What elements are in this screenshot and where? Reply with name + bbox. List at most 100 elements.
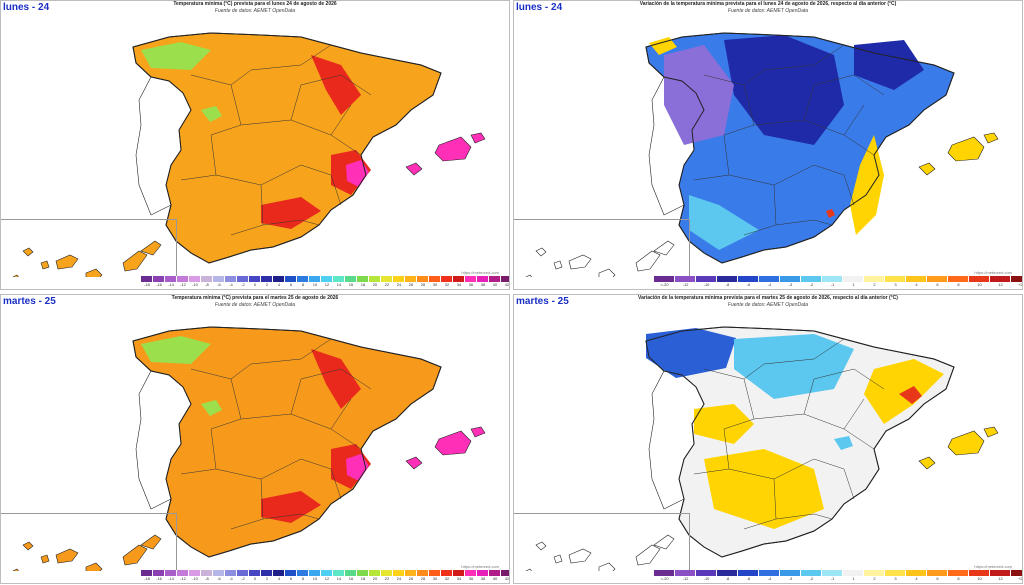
legend-tick: 26 <box>408 282 414 287</box>
legend-swatch <box>345 570 357 576</box>
legend-swatch <box>417 276 429 282</box>
legend-swatch <box>906 276 927 282</box>
legend-tick: -16 <box>156 576 162 581</box>
credit-text: https://meteored.com <box>461 270 499 275</box>
island-baleares <box>983 426 999 438</box>
legend-swatch <box>501 276 509 282</box>
legend-swatch <box>864 276 885 282</box>
legend-tick: -2 <box>809 282 814 287</box>
legend-swatch <box>249 570 261 576</box>
province-boundary <box>262 513 320 520</box>
island-canarias <box>55 548 79 564</box>
province-boundary <box>262 219 320 226</box>
legend-tick: 34 <box>456 576 462 581</box>
legend-swatch <box>393 276 405 282</box>
island-canarias <box>535 247 547 257</box>
temperature-area <box>899 386 922 404</box>
temperature-area <box>346 454 369 481</box>
legend-swatch <box>309 276 321 282</box>
island-canarias <box>22 247 34 257</box>
temperature-area <box>201 106 222 122</box>
island-canarias <box>535 541 547 551</box>
island-baleares <box>434 430 472 456</box>
legend-tick: 32 <box>444 282 450 287</box>
temperature-area <box>261 491 321 523</box>
legend-tick: 8 <box>301 576 305 581</box>
legend-swatch <box>675 276 696 282</box>
legend-tick: -18 <box>144 282 150 287</box>
canary-inset-frame <box>514 513 690 574</box>
legend-tick: -12 <box>180 282 186 287</box>
panel-variation-tuesday: martes - 25 Variación de la temperatura m… <box>513 294 1023 584</box>
legend-tick: -4 <box>229 576 233 581</box>
legend-tick: 3 <box>894 576 897 581</box>
legend-swatch <box>177 570 189 576</box>
legend-tick: 22 <box>384 576 390 581</box>
legend-swatch <box>429 276 441 282</box>
legend-tick: -8 <box>725 282 730 287</box>
legend-swatch <box>201 276 213 282</box>
legend-tick: 0 <box>253 282 257 287</box>
legend-swatch <box>309 570 321 576</box>
legend-tick: +20 <box>1018 576 1023 581</box>
legend-swatch <box>333 570 345 576</box>
legend-tick: -1 <box>830 282 835 287</box>
legend-swatch <box>393 570 405 576</box>
legend-swatch <box>153 276 165 282</box>
legend-tick: -8 <box>205 282 209 287</box>
legend-swatch <box>969 570 990 576</box>
legend-swatch <box>285 276 297 282</box>
legend-tick: 14 <box>336 576 342 581</box>
island-canarias <box>140 240 162 256</box>
legend-tick: -3 <box>788 282 793 287</box>
temperature-area <box>826 209 835 218</box>
legend-swatch <box>489 276 501 282</box>
credit-text: https://meteored.com <box>461 564 499 569</box>
legend-swatch <box>906 570 927 576</box>
legend-tick: -12 <box>682 282 689 287</box>
legend-tick: 8 <box>957 282 960 287</box>
legend-tick: 18 <box>360 576 366 581</box>
legend-tick: 30 <box>432 576 438 581</box>
map-title: Temperatura mínima (°C) prevista para el… <box>173 1 337 7</box>
island-baleares <box>947 136 985 162</box>
legend-tick: 26 <box>408 576 414 581</box>
legend-swatch <box>759 276 780 282</box>
island-baleares <box>405 456 423 470</box>
legend-tick: 1 <box>852 282 855 287</box>
map-title: Variación de la temperatura mínima previ… <box>639 1 897 7</box>
province-boundary <box>775 513 833 520</box>
province-boundary <box>300 458 342 500</box>
credit-text: https://meteored.com <box>974 564 1012 569</box>
legend-tick: 12 <box>324 282 330 287</box>
legend-tick: -10 <box>703 282 710 287</box>
legend-swatch <box>405 570 417 576</box>
canary-inset-frame <box>1 513 177 574</box>
island-baleares <box>918 162 936 176</box>
legend-swatch <box>453 276 465 282</box>
province-boundary <box>813 368 885 390</box>
legend-tick: 14 <box>336 282 342 287</box>
legend-swatch <box>429 570 441 576</box>
temperature-area <box>141 336 211 364</box>
temperature-area <box>834 436 853 450</box>
legend-swatch <box>489 570 501 576</box>
island-canarias <box>635 544 661 566</box>
legend-tick: 30 <box>432 282 438 287</box>
legend-swatch <box>141 570 153 576</box>
legend-swatch <box>213 276 225 282</box>
legend-tick: -14 <box>168 576 174 581</box>
legend-tick: -6 <box>217 576 221 581</box>
legend-swatch <box>822 276 843 282</box>
legend-swatch <box>249 276 261 282</box>
legend-tick: -2 <box>809 576 814 581</box>
island-baleares <box>918 456 936 470</box>
legend-tick: 40 <box>492 282 498 287</box>
legend-swatch <box>345 276 357 282</box>
legend-swatch <box>843 276 864 282</box>
legend-tick: -6 <box>746 282 751 287</box>
legend-tick: -6 <box>217 282 221 287</box>
spain-map <box>12 32 486 277</box>
legend-tick: 10 <box>977 282 982 287</box>
legend-tick: 42 <box>504 576 510 581</box>
